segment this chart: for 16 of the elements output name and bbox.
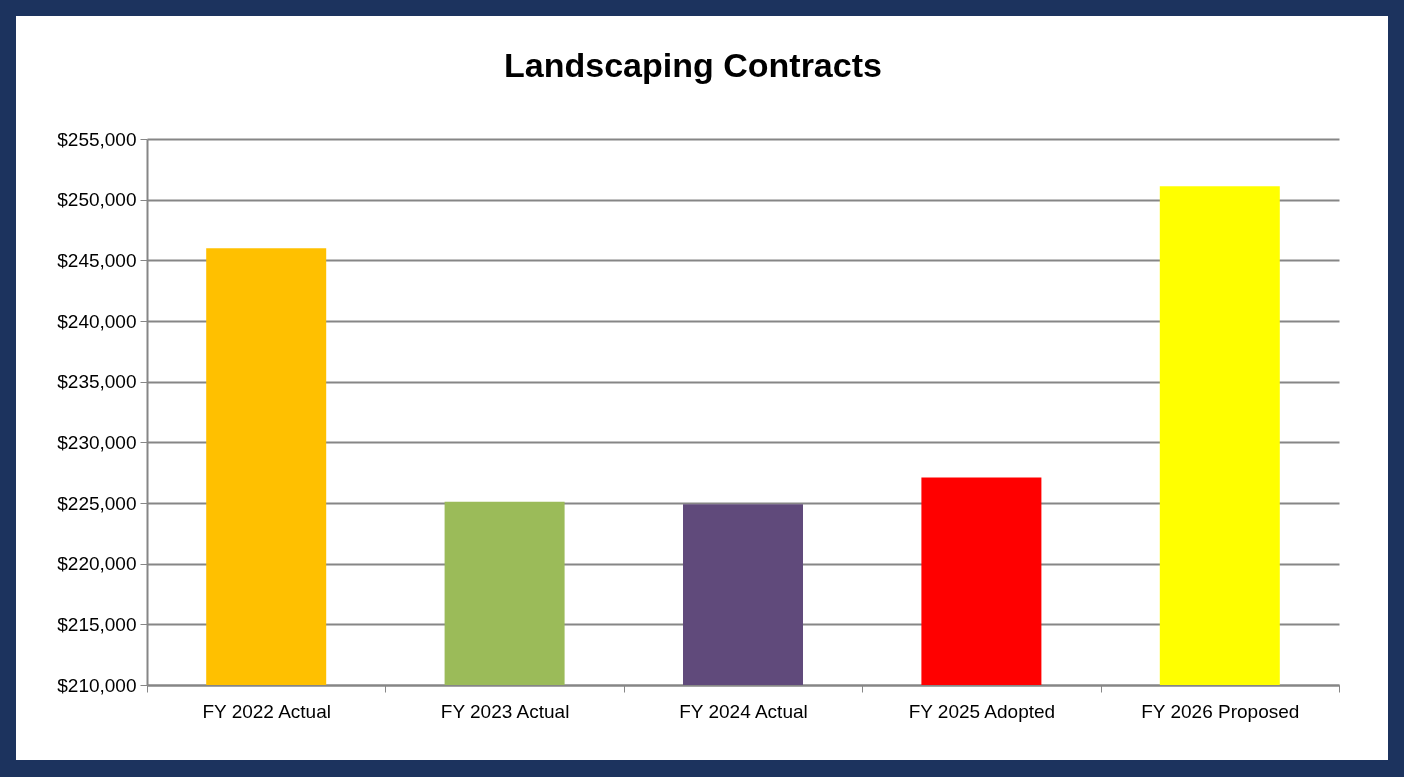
y-tick-label: $255,000	[57, 128, 137, 150]
y-tick-label: $225,000	[57, 492, 137, 514]
y-tick-label: $250,000	[57, 189, 137, 211]
y-tick-label: $210,000	[57, 674, 137, 696]
x-tick-label: FY 2025 Adopted	[908, 700, 1056, 722]
y-tick-label: $220,000	[57, 553, 137, 575]
y-tick-label: $230,000	[57, 431, 137, 453]
x-tick-label: FY 2026 Proposed	[1141, 700, 1300, 722]
y-tick-label: $235,000	[57, 371, 137, 393]
y-tick-label: $245,000	[57, 249, 137, 271]
y-tick-label: $240,000	[57, 310, 137, 332]
x-tick-label: FY 2024 Actual	[679, 700, 808, 722]
y-tick-label: $215,000	[57, 613, 137, 635]
x-tick-label: FY 2022 Actual	[202, 700, 331, 722]
x-tick-label: FY 2023 Actual	[440, 700, 570, 722]
chart-title: Landscaping Contracts	[504, 46, 882, 84]
